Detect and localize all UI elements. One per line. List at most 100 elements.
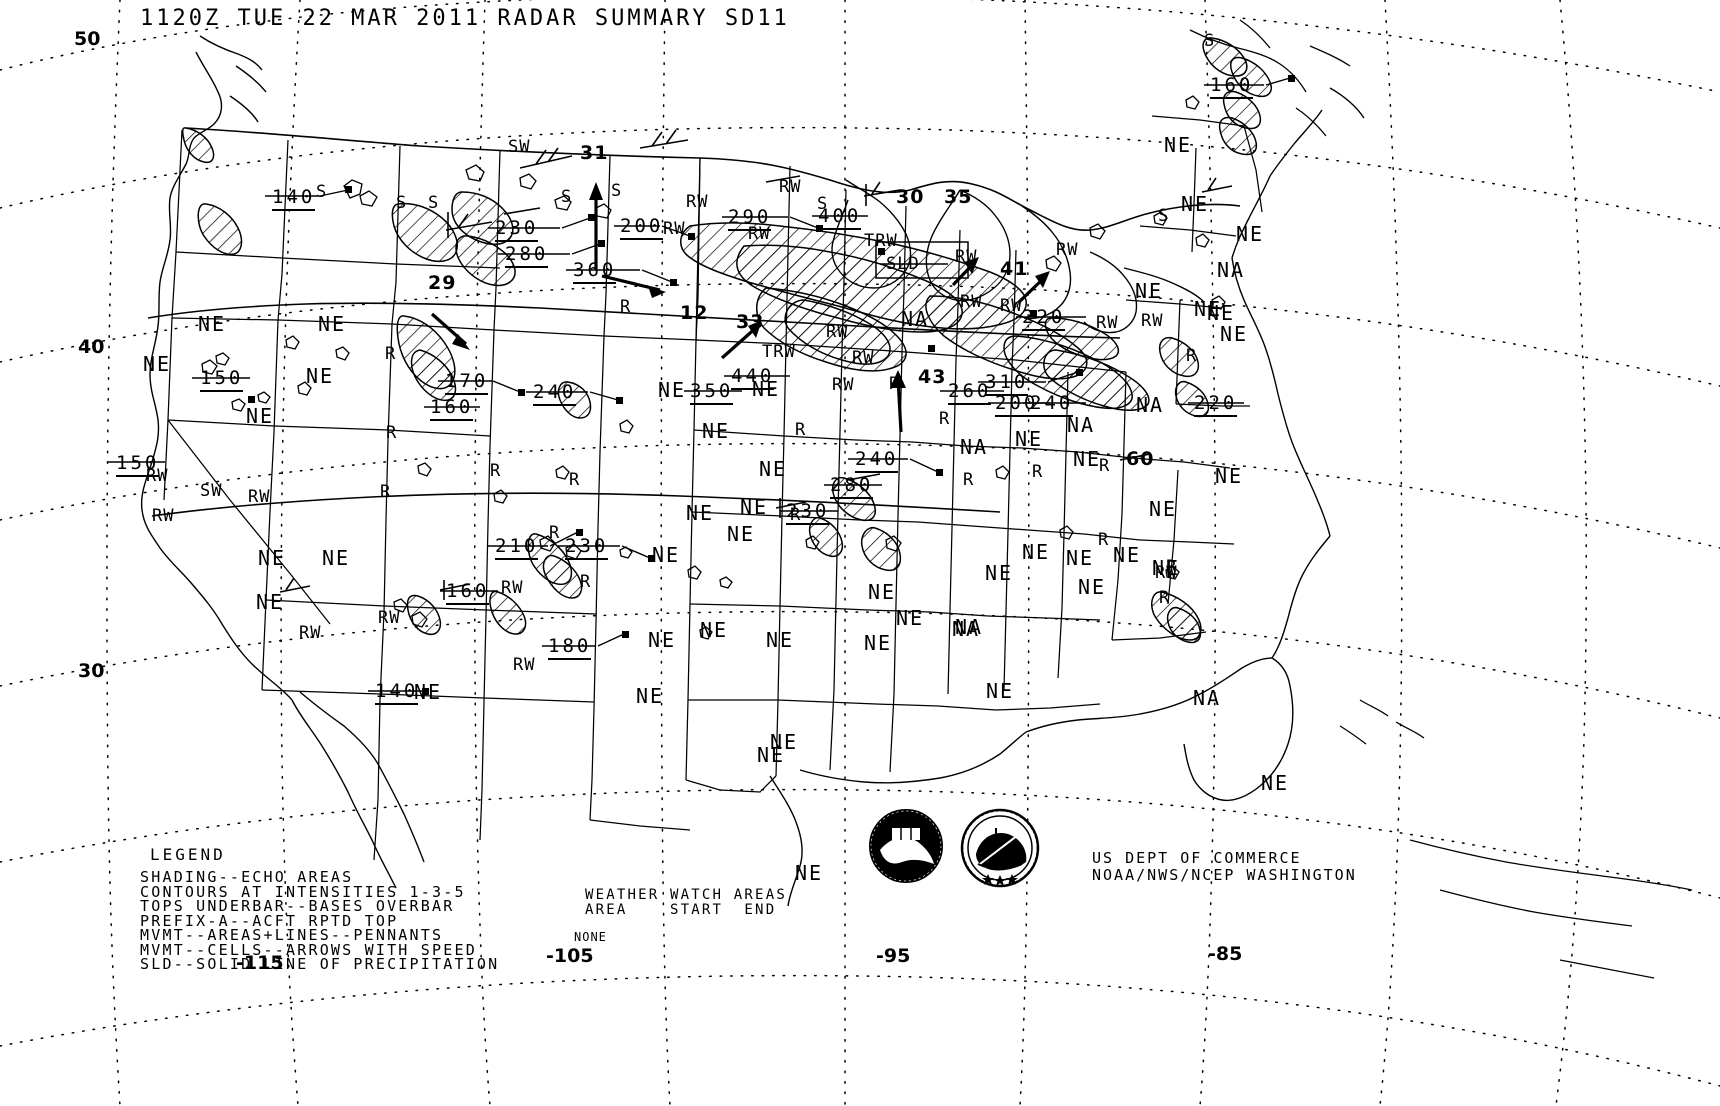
precip-type-label: RW <box>152 506 175 526</box>
latitude-label: 50 <box>74 28 101 50</box>
echo-top-value: 290 <box>728 206 772 231</box>
watch-areas-value: NONE <box>574 930 607 944</box>
echo-top-value: 220 <box>1194 392 1238 417</box>
no-echo-label: NE <box>1152 556 1181 580</box>
northeast-coast <box>1189 19 1693 979</box>
echo-top-value: 240 <box>533 381 577 406</box>
echo-top-value: 240 <box>1030 392 1074 417</box>
no-echo-label: NE <box>1236 222 1265 246</box>
no-echo-label: NE <box>1066 546 1095 570</box>
no-echo-label: NE <box>740 495 769 519</box>
precip-type-label: RW <box>1141 311 1164 331</box>
no-echo-label: NE <box>702 419 731 443</box>
no-echo-label: NE <box>727 522 756 546</box>
precip-type-label: S <box>428 193 440 213</box>
echo-top-value: 210 <box>495 535 539 560</box>
precip-type-label: S <box>316 182 328 202</box>
echo-top-value: 280 <box>830 474 874 499</box>
not-available-label: NA <box>1217 258 1246 282</box>
page-title: 1120Z TUE 22 MAR 2011 RADAR SUMMARY SD11 <box>140 6 790 31</box>
no-echo-label: NE <box>198 312 227 336</box>
precip-type-label: R <box>1098 530 1110 550</box>
precip-type-label: R <box>1186 346 1198 366</box>
precip-type-label: RW <box>248 487 271 507</box>
precip-type-label: R <box>620 297 632 317</box>
no-echo-label: NE <box>1164 133 1193 157</box>
echo-top-value: 160 <box>430 396 474 421</box>
echo-top-value: 230 <box>495 217 539 242</box>
echo-top-value: 200 <box>620 215 664 240</box>
watch-area-number: 60 <box>1126 448 1155 470</box>
no-echo-label: NE <box>306 364 335 388</box>
precip-type-label: RW <box>299 623 322 643</box>
precip-type-label: SW <box>200 481 223 501</box>
not-available-label: NA <box>1193 686 1222 710</box>
no-echo-label: NE <box>1135 279 1164 303</box>
no-echo-label: NE <box>1261 771 1290 795</box>
echo-top-value: 440 <box>731 365 775 390</box>
precip-type-label: R <box>963 470 975 490</box>
no-echo-label: NE <box>986 679 1015 703</box>
echo-top-value: 260 <box>948 380 992 405</box>
echo-top-value: 180 <box>548 635 592 660</box>
tops-leader-lines <box>108 77 1291 692</box>
area-movement-pennants <box>279 129 1233 600</box>
precip-type-label: R <box>380 482 392 502</box>
agency-line-1: US DEPT OF COMMERCE <box>1092 849 1302 867</box>
precip-type-label: RW <box>832 375 855 395</box>
no-echo-label: NE <box>1194 297 1223 321</box>
precip-type-label: R <box>1032 462 1044 482</box>
legend-body: SHADING--ECHO AREAS CONTOURS AT INTENSITI… <box>140 870 499 972</box>
longitude-label: -105 <box>546 945 594 967</box>
legend-line: CONTOURS AT INTENSITIES 1-3-5 <box>140 882 466 901</box>
echo-top-value: 360 <box>573 259 617 284</box>
watch-areas-columns: AREA START END <box>585 902 777 918</box>
no-echo-label: NE <box>1078 575 1107 599</box>
precip-type-label: RW <box>686 192 709 212</box>
latitude-label: 40 <box>78 336 105 358</box>
no-echo-label: NE <box>795 861 824 885</box>
no-echo-label: NE <box>1015 427 1044 451</box>
precip-type-label: R <box>939 409 951 429</box>
cell-arrow-heads <box>452 182 1050 388</box>
precip-type-label: RW <box>852 348 875 368</box>
no-echo-label: NE <box>258 546 287 570</box>
sld-box <box>875 241 969 279</box>
no-echo-label: NE <box>246 404 275 428</box>
no-echo-label: NE <box>414 680 443 704</box>
no-echo-label: NE <box>864 631 893 655</box>
no-echo-label: NE <box>318 312 347 336</box>
echo-top-value: 280 <box>505 243 549 268</box>
watch-area-number: 31 <box>580 142 609 164</box>
not-available-label: NA <box>960 435 989 459</box>
watch-area-number: 41 <box>1000 258 1029 280</box>
precip-type-label: SLD <box>886 254 920 274</box>
precip-type-label: RW <box>663 219 686 239</box>
precip-type-label: RW <box>826 322 849 342</box>
precip-type-label: TRW <box>762 342 796 362</box>
precip-type-label: RW <box>748 224 771 244</box>
precip-type-label: R <box>385 344 397 364</box>
no-echo-label: NE <box>652 543 681 567</box>
legend-line: MVMT--AREAS+LINES--PENNANTS <box>140 926 444 944</box>
precip-type-label: S <box>1204 31 1216 51</box>
agency-line-2: NOAA/NWS/NCEP WASHINGTON <box>1092 866 1357 884</box>
precip-type-label: RW <box>1000 296 1023 316</box>
precip-type-label: R <box>1159 588 1171 608</box>
echo-top-value: 140 <box>375 680 419 705</box>
no-echo-label: NE <box>1022 540 1051 564</box>
echo-top-value: 160 <box>1210 74 1254 99</box>
legend-line: SHADING--ECHO AREAS <box>140 868 354 886</box>
latitude-label: 30 <box>78 660 105 682</box>
precip-type-label: R <box>790 505 802 525</box>
echo-areas-hatched <box>181 37 1272 644</box>
precip-type-label: R <box>490 461 502 481</box>
watch-area-number: 35 <box>944 186 973 208</box>
echo-top-value: 400 <box>818 205 862 230</box>
precip-type-label: RW <box>960 292 983 312</box>
legend-line: SLD--SOLID LINE OF PRECIPITATION <box>140 955 500 973</box>
precip-type-label: RW <box>378 608 401 628</box>
watch-area-number: 33 <box>736 311 765 333</box>
no-echo-label: NE <box>1207 301 1236 325</box>
echo-top-value: 200 <box>995 392 1039 417</box>
